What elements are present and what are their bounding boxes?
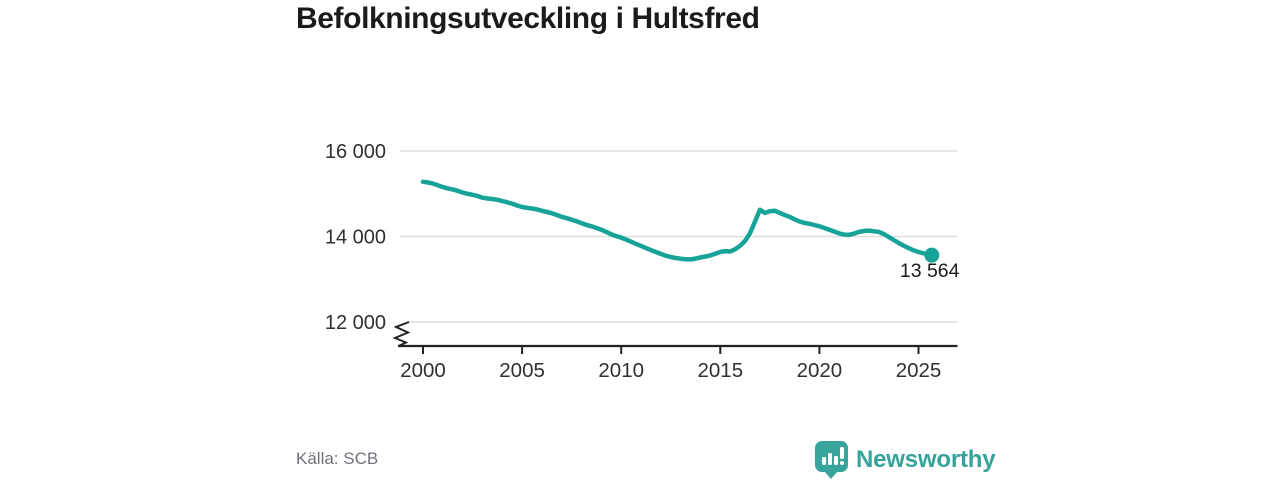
x-axis-tick-label: 2020 <box>797 359 843 382</box>
x-axis-tick-label: 2025 <box>896 359 942 382</box>
newsworthy-logo-icon <box>815 441 848 479</box>
logo-exclamation-icon <box>840 447 844 459</box>
newsworthy-logo[interactable]: Newsworthy <box>815 441 996 479</box>
x-axis-tick-label: 2005 <box>499 359 545 382</box>
y-axis-tick-label: 12 000 <box>325 312 386 334</box>
chart-title: Befolkningsutveckling i Hultsfred <box>296 2 760 35</box>
source-note: Källa: SCB <box>296 449 379 468</box>
y-axis-tick-label: 16 000 <box>325 141 386 163</box>
y-axis-tick-label: 14 000 <box>325 227 386 249</box>
axis-break-icon <box>392 321 411 347</box>
population-line <box>420 179 935 262</box>
x-axis-tick-label: 2010 <box>598 359 644 382</box>
logo-bar-icon <box>828 453 832 465</box>
x-axis-tick-label: 2000 <box>400 359 446 382</box>
logo-bar-icon <box>822 457 826 465</box>
last-value-dot <box>924 247 940 263</box>
logo-bubble-tail <box>824 471 838 479</box>
logo-exclamation-dot <box>840 461 844 465</box>
last-value-label: 13 564 <box>900 260 960 282</box>
newsworthy-wordmark: Newsworthy <box>856 446 996 473</box>
logo-bar-icon <box>834 456 838 465</box>
x-axis-tick-label: 2015 <box>697 359 743 382</box>
